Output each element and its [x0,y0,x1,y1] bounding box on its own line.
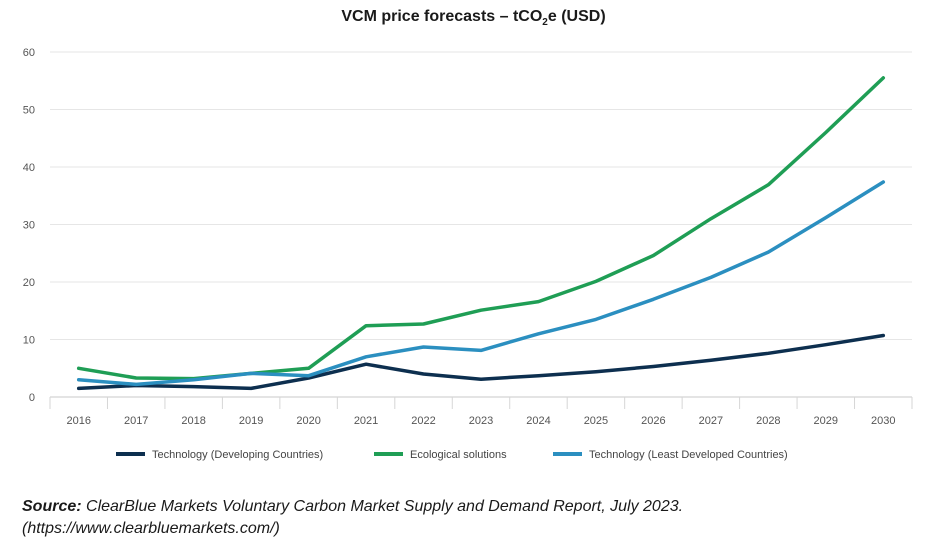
x-tick-label: 2016 [66,415,90,427]
x-tick-label: 2030 [871,415,895,427]
y-tick-label: 50 [23,105,35,117]
legend-label: Technology (Developing Countries) [152,449,323,461]
source-text: ClearBlue Markets Voluntary Carbon Marke… [81,498,684,515]
plot-area [76,76,886,391]
x-tick-label: 2020 [296,415,320,427]
legend-label: Technology (Least Developed Countries) [589,449,788,461]
x-tick-label: 2025 [584,415,608,427]
y-tick-label: 0 [29,392,35,404]
y-tick-label: 60 [23,47,35,59]
chart-title-suffix: e (USD) [547,8,606,25]
x-tick-label: 2024 [526,415,550,427]
y-tick-label: 10 [23,335,35,347]
x-tick-label: 2028 [756,415,780,427]
y-axis: 0 10 20 30 40 50 60 [23,47,35,404]
y-tick-label: 20 [23,277,35,289]
x-tick-label: 2019 [239,415,263,427]
chart-title-subscript: 2 [542,17,548,29]
gridlines [49,51,913,409]
y-tick-label: 30 [23,220,35,232]
series-line-1 [76,76,886,381]
y-tick-label: 40 [23,162,35,174]
x-axis: 2016 2017 2018 2019 2020 2021 2022 2023 2024 2025… [66,415,895,427]
x-tick-label: 2026 [641,415,665,427]
x-tick-label: 2017 [124,415,148,427]
chart-title-prefix: VCM price forecasts – tCO [341,8,543,25]
series-line-2 [76,180,886,387]
x-tick-label: 2023 [469,415,493,427]
x-tick-label: 2018 [181,415,205,427]
x-tick-label: 2029 [814,415,838,427]
series-line-0 [76,333,886,391]
source-url: (https://www.clearbluemarkets.com/) [22,520,280,537]
x-tick-label: 2027 [699,415,723,427]
source-note: Source: ClearBlue Markets Voluntary Carb… [22,496,683,540]
x-tick-label: 2021 [354,415,378,427]
x-tick-label: 2022 [411,415,435,427]
legend-label: Ecological solutions [410,449,507,461]
source-label: Source: [22,498,82,515]
chart-title: VCM price forecasts – tCO2e (USD) [0,8,947,28]
legend: Technology (Developing Countries) Ecologi… [116,449,788,461]
